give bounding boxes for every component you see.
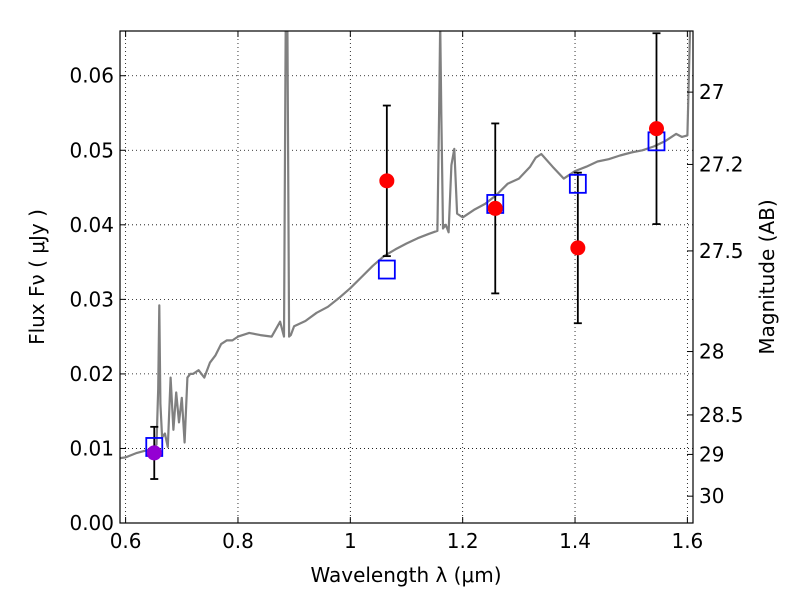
- x-tick-label: 1: [344, 529, 357, 553]
- observed-photometry-point: [487, 200, 503, 216]
- x-tick-label: 0.6: [110, 529, 142, 553]
- model-photometry-point: [568, 173, 587, 194]
- y-tick-label: 0.04: [69, 213, 114, 237]
- right-axis-tick-label: 29: [699, 442, 724, 466]
- x-tick-label: 1.2: [447, 529, 479, 553]
- y-tick-label: 0.05: [69, 138, 114, 162]
- right-axis-tick-label: 30: [699, 484, 724, 508]
- series-layer: [120, 31, 692, 460]
- right-axis-tick-label: 27.2: [699, 152, 744, 176]
- y-tick-label: 0.06: [69, 64, 114, 88]
- axis-tick-labels: 0.6 0.8 1 1.2 1.4 1.6 0.00 0.01 0.02 0.03 0.04 0.05…: [69, 64, 743, 553]
- errorbar-layer: [150, 32, 661, 480]
- x-axis-label: Wavelength λ (μm): [310, 563, 501, 587]
- x-tick-label: 1.6: [671, 529, 703, 553]
- y-axis-label: Flux Fν ( μJy ): [25, 209, 49, 345]
- x-tick-label: 1.4: [559, 529, 591, 553]
- model-photometry-point: [377, 259, 396, 280]
- right-axis-label: Magnitude (AB): [755, 199, 779, 354]
- right-axis-tick-label: 27.5: [699, 239, 744, 263]
- y-tick-label: 0.01: [69, 436, 114, 460]
- observed-photometry-point: [146, 445, 162, 461]
- right-axis-tick-label: 27: [699, 80, 724, 104]
- x-tick-label: 0.8: [222, 529, 254, 553]
- plot-frame: [119, 30, 694, 524]
- spectrum-line: [120, 31, 692, 460]
- y-tick-label: 0.02: [69, 362, 114, 386]
- right-axis-tick-label: 28.5: [699, 403, 744, 427]
- y-tick-label: 0.03: [69, 287, 114, 311]
- grid-lines: [120, 31, 693, 524]
- axis-ticks: [120, 31, 693, 524]
- observed-photometry-point: [379, 173, 395, 189]
- y-tick-label: 0.00: [69, 511, 114, 535]
- right-axis-tick-label: 28: [699, 340, 724, 364]
- observed-photometry-point: [570, 240, 586, 256]
- marker-layer: [145, 121, 666, 461]
- observed-photometry-point: [648, 121, 664, 137]
